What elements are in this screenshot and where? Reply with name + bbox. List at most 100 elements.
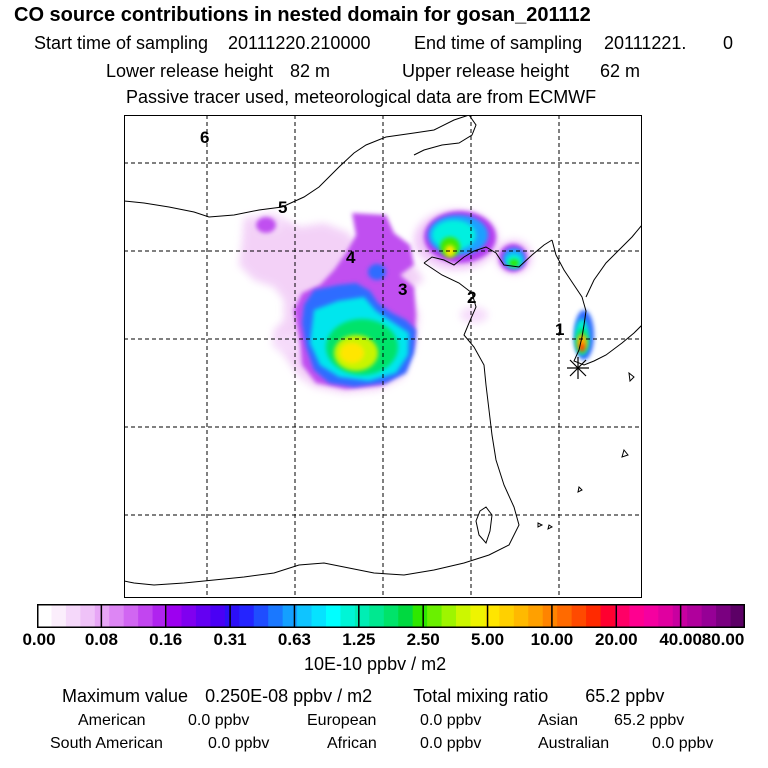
colorbar-bin [687,604,703,628]
colorbar-units: 10E-10 ppbv / m2 [304,654,447,674]
colorbar-bin [325,604,342,628]
colorbar-tick-label: 80.00 [701,630,745,649]
colorbar-bin [383,604,399,628]
tracer-note: Passive tracer used, meteorological data… [126,87,597,107]
colorbar-bin [354,604,370,628]
colorbar-bin [109,604,125,628]
region-name-south-american: South American [50,735,163,752]
colorbar-tick-label: 40.00 [659,630,702,649]
colorbar-bin [398,604,414,628]
trajectory-label-1: 1 [555,320,564,339]
colorbar-bin [730,604,745,628]
colorbar-bin [513,604,529,628]
region-value-australian: 0.0 ppbv [652,735,714,752]
colorbar-bin [701,604,717,628]
colorbar-bin [37,604,53,628]
coastlines [124,115,642,586]
colorbar-bin [586,604,602,628]
colorbar-tick-label: 0.31 [213,630,247,649]
colorbar-bin [643,604,659,628]
trajectory-label-5: 5 [278,198,287,217]
colorbar-bin [441,604,457,628]
max-value: 0.250E-08 ppbv / m2 [205,686,373,706]
end-time-value: 20111221. [604,33,687,53]
region-value-african: 0.0 ppbv [420,735,482,752]
colorbar-bin [195,604,211,628]
colorbar-bin [557,604,573,628]
region-name-american: American [78,712,146,729]
start-time-value: 20111220.210000 [228,33,371,53]
trajectory-label-3: 3 [398,280,407,299]
chart-title: CO source contributions in nested domain… [14,4,591,26]
start-time-label: Start time of sampling [34,33,209,53]
colorbar-bin [499,604,515,628]
colorbar-bin [138,604,154,628]
colorbar-bin [456,604,472,628]
colorbar-tick-label: 5.00 [470,630,505,649]
colorbar-tick-label: 2.50 [406,630,440,649]
colorbar-bin [311,604,327,628]
colorbar-bin [629,604,645,628]
region-name-african: African [327,735,377,752]
upper-height-label: Upper release height [402,61,570,81]
colorbar-bin [152,604,168,628]
region-value-asian: 65.2 ppbv [614,712,685,729]
region-name-european: European [307,712,377,729]
grid-lines [124,115,642,598]
colorbar-bin [167,604,183,628]
receptor-marker [567,357,589,379]
colorbar-bin [268,604,284,628]
max-label: Maximum value [62,686,189,706]
colorbar-bin [51,604,67,628]
total-label: Total mixing ratio [413,686,549,706]
colorbar-bin [369,604,385,628]
region-value-american: 0.0 ppbv [188,712,250,729]
colorbar-bin [542,604,558,628]
colorbar-bin [94,604,110,628]
region-value-south-american: 0.0 ppbv [208,735,270,752]
colorbar-tick-label: 0.16 [149,630,183,649]
colorbar-bin [716,604,732,628]
lower-height-label: Lower release height [106,61,274,81]
source-contribution-map: 1 2 3 4 5 6 [124,115,642,598]
colorbar-bin [427,604,443,628]
colorbar-bin [297,604,313,628]
colorbar-bin [658,604,674,628]
trajectory-label-4: 4 [346,248,356,267]
colorbar-bin [181,604,197,628]
colorbar-bin [614,604,631,628]
colorbar-bin [484,604,500,628]
colorbar-bin [340,604,356,628]
colorbar-bin [65,604,81,628]
colorbar-bin [210,604,226,628]
colorbar-tick-label: 0.08 [84,630,118,649]
colorbar [37,604,745,628]
max-value-line: Maximum value 0.250E-08 ppbv / m2 Total … [62,686,664,707]
colorbar-bin [282,604,298,628]
end-time-label: End time of sampling [414,33,583,53]
trajectory-label-6: 6 [200,128,209,147]
colorbar-bin [571,604,587,628]
colorbar-tick-label: 0.00 [22,630,56,649]
colorbar-tick-label: 10.00 [530,630,574,649]
colorbar-bin [600,604,616,628]
colorbar-bin [412,604,428,628]
colorbar-tick-label: 0.63 [277,630,311,649]
colorbar-tick-label: 1.25 [342,630,376,649]
trajectory-label-2: 2 [467,288,476,307]
colorbar-frame [37,604,745,628]
map-frame [124,115,642,598]
lower-height-value: 82 m [290,61,331,81]
colorbar-bin [80,604,96,628]
total-value: 65.2 ppbv [585,686,665,706]
colorbar-bin [528,604,544,628]
colorbar-bin [224,604,240,628]
colorbar-bin [470,604,486,628]
upper-height-value: 62 m [600,61,641,81]
region-name-asian: Asian [538,712,579,729]
end-time-suffix: 0 [723,33,734,53]
colorbar-bin [239,604,255,628]
colorbar-bin [253,604,269,628]
region-value-european: 0.0 ppbv [420,712,482,729]
colorbar-tick-label: 20.00 [594,630,638,649]
